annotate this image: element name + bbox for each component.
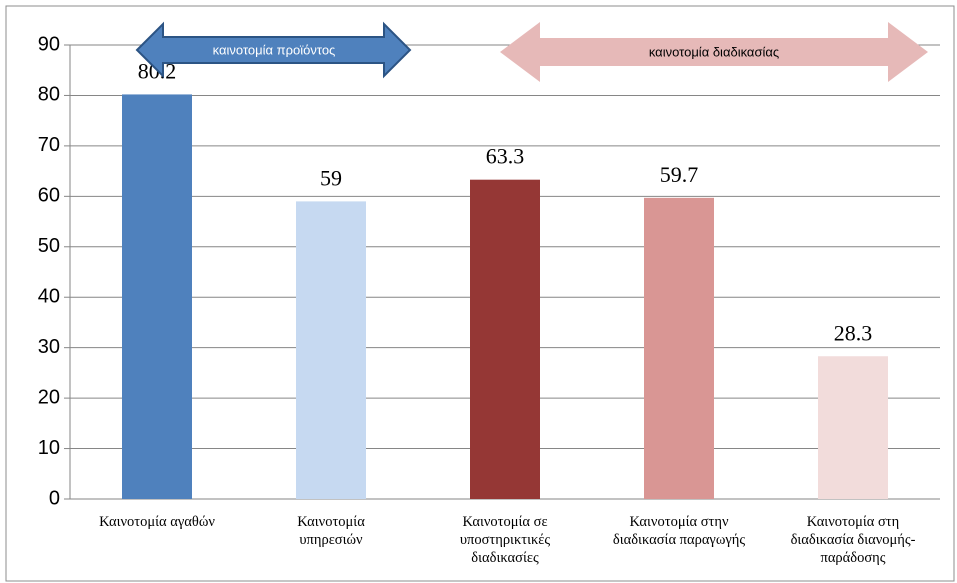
y-tick-label: 50 <box>38 235 60 257</box>
x-tick-label: Καινοτομία στην διαδικασία παραγωγής <box>613 514 745 548</box>
annotation-arrow <box>135 21 412 79</box>
y-tick-label: 10 <box>38 437 60 459</box>
y-tick-label: 60 <box>38 185 60 207</box>
x-tick-label: Καινοτομία σε υποστηρικτικές διαδικασίες <box>460 514 551 566</box>
y-tick-label: 90 <box>38 33 60 55</box>
y-tick-label: 30 <box>38 336 60 358</box>
annotation-arrow <box>500 22 928 82</box>
data-label: 63.3 <box>486 144 525 169</box>
x-tick-label: Καινοτομία στη διαδικασία διανομής-παράδο… <box>791 514 916 566</box>
bar <box>296 201 366 499</box>
data-label: 59.7 <box>660 162 699 187</box>
bars: 80.2Καινοτομία αγαθών59Καινοτομίαυπηρεσι… <box>99 58 916 566</box>
y-tick-label: 40 <box>38 286 60 308</box>
annotation: καινοτομία προϊόντος <box>213 42 336 57</box>
y-tick-label: 0 <box>49 487 60 509</box>
annotation: καινοτομία διαδικασίας <box>649 44 779 59</box>
y-tick-label: 80 <box>38 84 60 106</box>
bar <box>470 179 540 500</box>
data-label: 28.3 <box>834 320 873 345</box>
data-label: 59 <box>320 165 342 190</box>
y-tick-label: 20 <box>38 386 60 408</box>
bar <box>644 197 714 499</box>
bar <box>818 356 888 499</box>
y-tick-label: 70 <box>38 134 60 156</box>
x-tick-label: Καινοτομία υπηρεσιών <box>297 514 365 548</box>
x-tick-label: Καινοτομία αγαθών <box>99 514 215 530</box>
bar <box>122 94 192 500</box>
